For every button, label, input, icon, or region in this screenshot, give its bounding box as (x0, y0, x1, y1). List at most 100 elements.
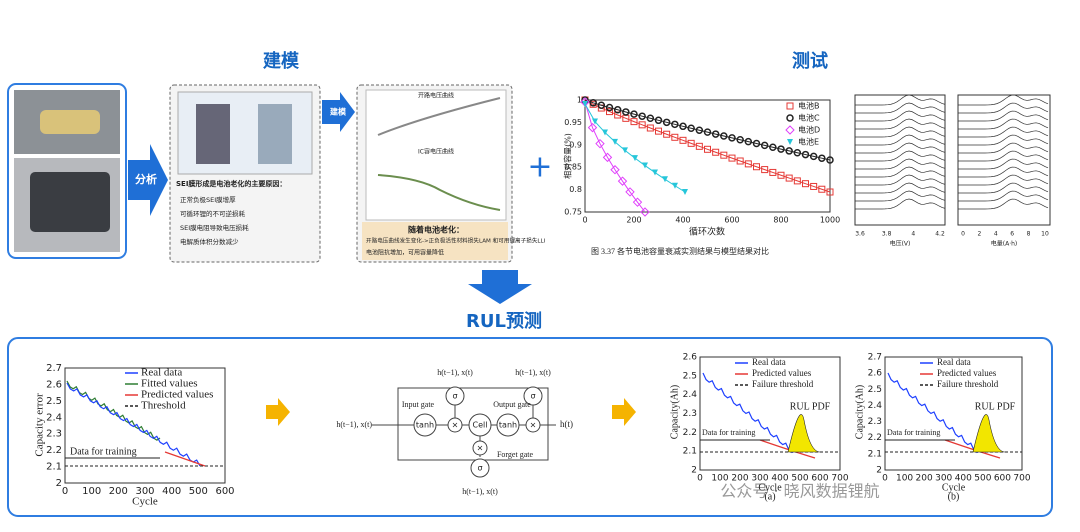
model-label: 建模 (329, 107, 347, 117)
legend-label: Predicted values (141, 389, 213, 401)
legend-label: 电池E (798, 137, 819, 147)
marker (671, 133, 679, 141)
ic-curve (958, 198, 1049, 210)
y-tick-label: 1 (577, 96, 582, 105)
x-tick-label: 400 (955, 474, 972, 484)
annotation: Data for training (70, 446, 137, 457)
marker (810, 182, 818, 190)
marker (679, 136, 687, 144)
model-heading: SEI膜形成是电池老化的主要原因： (176, 179, 286, 188)
marker (826, 156, 834, 164)
lstm-node-label: Cell (473, 421, 488, 430)
analyze-label: 分析 (135, 172, 157, 186)
ic-curve (958, 190, 1049, 202)
y-tick-label: 2.7 (868, 353, 882, 363)
marker (760, 141, 769, 150)
lstm-box (397, 387, 549, 461)
marker (826, 188, 834, 196)
y-tick-label: 2.4 (46, 412, 62, 423)
bullet-item: 电解质体积分数减少 (180, 237, 239, 246)
ic-curve (855, 190, 946, 202)
marker (809, 152, 818, 161)
marker (687, 124, 695, 133)
marker (711, 130, 720, 138)
y-tick-label: 0.75 (564, 208, 582, 217)
gate-label: Input gate (402, 400, 435, 409)
lstm-input: h(t−1), x(t) (515, 368, 551, 377)
x-axis-label: Cycle (758, 482, 782, 493)
marker (728, 134, 736, 142)
electrode (258, 104, 292, 164)
marker (671, 120, 679, 129)
legend-label: Real data (937, 357, 971, 367)
marker (801, 150, 810, 159)
lstm-node-label: tanh (416, 421, 434, 430)
x-tick-label: 400 (162, 486, 181, 497)
marker (761, 166, 769, 174)
marker (704, 145, 711, 153)
rul-title: RUL预测 (466, 310, 542, 332)
marker (736, 136, 744, 144)
marker (606, 108, 613, 116)
marker (752, 139, 761, 148)
x-tick-label: 0 (697, 474, 703, 484)
marker (638, 112, 646, 120)
y-axis-label: Capacity(Ah) (669, 385, 680, 439)
marker (646, 124, 654, 132)
marker (744, 137, 753, 146)
pdf-label: RUL PDF (975, 401, 1016, 412)
step-arrow (266, 398, 290, 426)
model-arrow (322, 92, 355, 132)
marker (687, 139, 695, 147)
y-axis-label: Capacity(Ah) (854, 385, 865, 439)
bullet-item: SEI膜电阻导致电压损耗 (180, 223, 249, 232)
ic-curve (855, 150, 946, 162)
y-tick-label: 0.95 (564, 118, 582, 127)
marker (622, 108, 630, 116)
marker (605, 103, 614, 112)
ic-curve (958, 126, 1049, 138)
marker (597, 101, 606, 109)
marker (720, 132, 728, 140)
x-tick-label: 0 (882, 474, 888, 484)
x-tick-label: 600 (994, 474, 1011, 484)
x-tick-label: 400 (771, 474, 788, 484)
lstm-node (470, 458, 490, 478)
marker (613, 106, 622, 114)
marker (640, 207, 650, 217)
x-tick-label: 1000 (820, 216, 840, 225)
legend-label: Real data (752, 357, 786, 367)
lstm-node-label: × (530, 421, 537, 430)
ic-curve (855, 166, 946, 178)
x-tick-label: 700 (831, 474, 848, 484)
y-tick-label: 2.5 (46, 396, 62, 407)
marker (728, 154, 736, 162)
x-tick-label: 300 (751, 474, 768, 484)
marker (589, 99, 597, 107)
marker (679, 122, 687, 131)
x-tick-label: 400 (675, 216, 690, 225)
x-tick-label: 700 (1013, 474, 1030, 484)
marker (736, 157, 744, 165)
marker (785, 174, 793, 182)
lstm-input: h(t−1), x(t) (437, 368, 473, 377)
lstm-node-label: tanh (499, 421, 517, 430)
ic-curve (855, 102, 946, 114)
analyze-arrow (128, 144, 168, 216)
bullet-item: 开路电压曲线发生变化->正负极活性材料损失LAM 和可用锂离子损失LLI (366, 237, 546, 245)
marker (777, 145, 785, 153)
marker (753, 163, 760, 171)
x-tick-label: 0 (62, 486, 68, 497)
lstm-node-label: σ (452, 392, 457, 401)
ic-curve (855, 174, 946, 186)
y-tick-label: 2 (876, 466, 882, 476)
marker (793, 148, 802, 157)
x-tick-label: 100 (896, 474, 913, 484)
marker (720, 151, 728, 159)
marker (712, 148, 720, 156)
ic-curve (958, 142, 1049, 154)
ic-curve (855, 198, 946, 210)
y-tick-label: 2.3 (868, 417, 882, 427)
marker (818, 154, 826, 162)
step-arrow (612, 398, 636, 426)
